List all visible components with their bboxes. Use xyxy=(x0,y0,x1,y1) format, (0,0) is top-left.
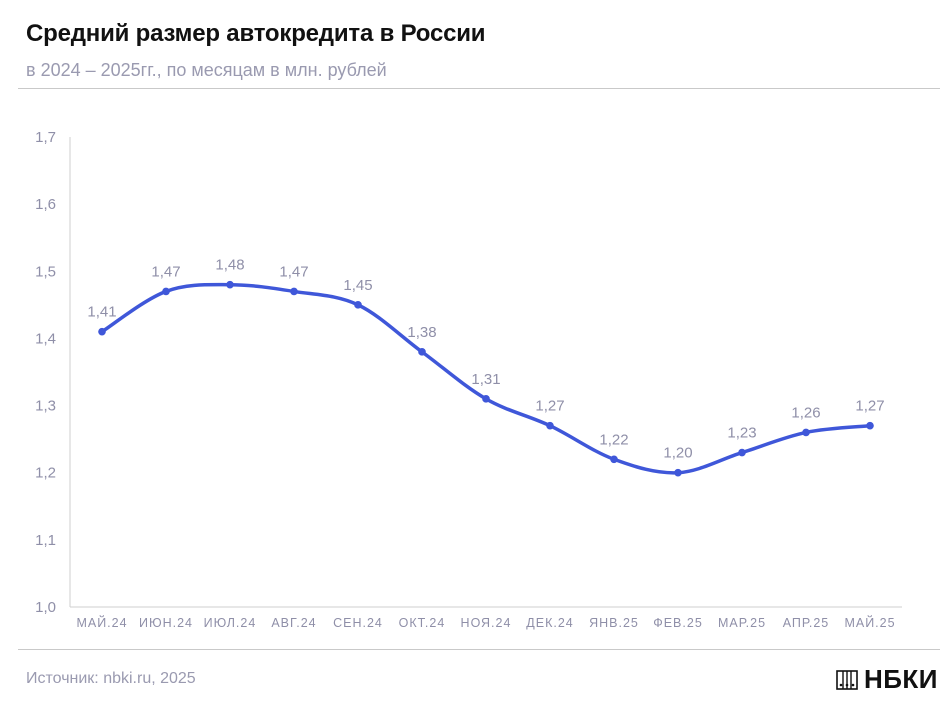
data-label: 1,23 xyxy=(727,425,756,442)
nbki-logo-icon xyxy=(836,669,858,690)
x-tick-label: СЕН.24 xyxy=(333,616,383,630)
data-label: 1,27 xyxy=(535,398,564,415)
y-tick-label: 1,4 xyxy=(35,330,56,347)
x-tick-label: ДЕК.24 xyxy=(526,616,573,630)
data-label: 1,48 xyxy=(215,257,244,274)
data-point xyxy=(98,327,106,336)
x-tick-label: ФЕВ.25 xyxy=(653,616,703,630)
data-label: 1,27 xyxy=(855,398,884,415)
data-label: 1,47 xyxy=(279,263,308,280)
data-point xyxy=(354,301,362,309)
data-point xyxy=(802,428,810,437)
data-point xyxy=(866,421,874,430)
data-label: 1,20 xyxy=(663,445,692,462)
x-tick-label: ИЮЛ.24 xyxy=(204,616,257,630)
data-point xyxy=(290,287,298,296)
data-point xyxy=(226,280,234,289)
x-tick-label: АПР.25 xyxy=(783,616,830,630)
nbki-logo: НБКИ xyxy=(836,664,938,695)
header-divider xyxy=(18,88,940,89)
data-label: 1,22 xyxy=(599,431,628,448)
y-tick-label: 1,6 xyxy=(35,196,56,213)
y-tick-label: 1,3 xyxy=(35,398,56,415)
data-point xyxy=(546,421,554,430)
chart-title: Средний размер автокредита в России xyxy=(26,20,486,47)
x-tick-label: ЯНВ.25 xyxy=(589,616,639,630)
y-tick-label: 1,1 xyxy=(35,532,56,549)
logo-text: НБКИ xyxy=(863,664,938,694)
source-note: Источник: nbki.ru, 2025 xyxy=(26,670,196,687)
x-tick-label: НОЯ.24 xyxy=(461,616,512,630)
y-tick-label: 1,5 xyxy=(35,263,56,280)
data-label: 1,31 xyxy=(471,371,500,388)
data-label: 1,38 xyxy=(407,324,436,341)
footer-divider xyxy=(18,649,940,650)
data-point xyxy=(162,287,170,296)
x-tick-label: ОКТ.24 xyxy=(399,616,446,630)
y-tick-label: 1,2 xyxy=(35,465,56,482)
y-tick-label: 1,0 xyxy=(35,599,56,616)
data-label: 1,47 xyxy=(151,263,180,280)
data-point xyxy=(482,395,490,403)
data-label: 1,45 xyxy=(343,277,372,294)
data-point xyxy=(418,348,426,356)
y-tick-label: 1,7 xyxy=(35,129,56,146)
data-point xyxy=(610,455,618,464)
data-point xyxy=(738,448,746,457)
data-label: 1,26 xyxy=(791,404,820,421)
data-label: 1,41 xyxy=(87,304,116,321)
data-point xyxy=(674,468,682,477)
x-tick-label: ИЮН.24 xyxy=(139,616,193,630)
chart-subtitle: в 2024 – 2025гг., по месяцам в млн. рубл… xyxy=(26,60,387,80)
x-tick-label: АВГ.24 xyxy=(271,616,316,630)
x-tick-label: МАР.25 xyxy=(718,616,766,630)
x-tick-label: МАЙ.25 xyxy=(844,615,895,630)
x-tick-label: МАЙ.24 xyxy=(76,615,127,630)
